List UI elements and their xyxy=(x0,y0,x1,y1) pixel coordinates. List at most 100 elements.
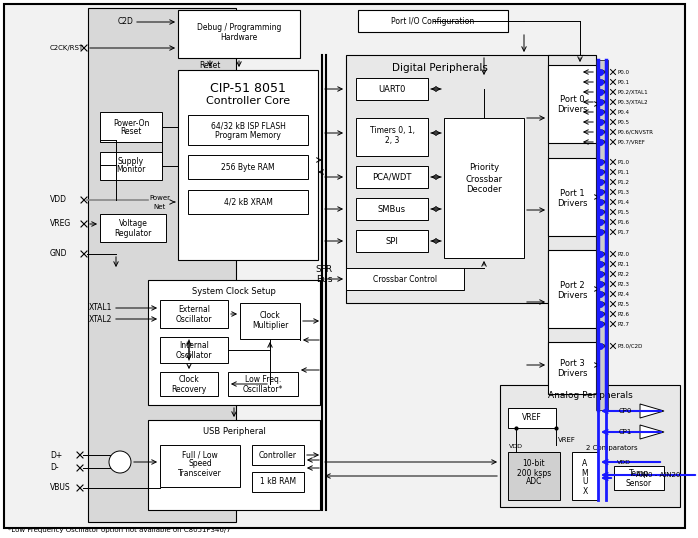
Text: Transceiver: Transceiver xyxy=(178,469,222,478)
Bar xyxy=(100,112,162,142)
Text: Voltage: Voltage xyxy=(119,220,147,229)
Bar xyxy=(178,70,318,260)
Text: 200 ksps: 200 ksps xyxy=(517,469,551,478)
Text: CP1: CP1 xyxy=(618,429,632,435)
Text: Low Freq.: Low Freq. xyxy=(245,376,281,385)
Text: XTAL1: XTAL1 xyxy=(89,303,112,313)
Text: Monitor: Monitor xyxy=(117,166,146,174)
Text: Drivers: Drivers xyxy=(557,370,587,379)
Text: D-: D- xyxy=(50,464,59,472)
Text: Controller: Controller xyxy=(259,450,297,459)
Text: P2.4: P2.4 xyxy=(617,292,629,296)
Text: Full / Low: Full / Low xyxy=(182,450,218,459)
Text: 2, 3: 2, 3 xyxy=(385,137,399,145)
Bar xyxy=(100,214,166,242)
Text: USB Peripheral: USB Peripheral xyxy=(202,428,265,436)
Bar xyxy=(160,337,228,363)
Text: Speed: Speed xyxy=(188,459,212,469)
Text: P2.2: P2.2 xyxy=(617,272,629,277)
Text: P1.6: P1.6 xyxy=(617,220,629,224)
Text: Oscillator: Oscillator xyxy=(176,350,212,359)
Text: P1.2: P1.2 xyxy=(617,180,629,185)
Text: Program Memory: Program Memory xyxy=(215,131,281,140)
Text: CIP-51 8051: CIP-51 8051 xyxy=(210,81,286,95)
Text: GND: GND xyxy=(50,250,68,258)
Text: UART0: UART0 xyxy=(378,84,406,94)
Text: P2.7: P2.7 xyxy=(617,322,629,327)
Bar xyxy=(356,166,428,188)
Polygon shape xyxy=(640,404,664,418)
Text: P2.5: P2.5 xyxy=(617,301,629,307)
Text: P0.5: P0.5 xyxy=(617,119,629,124)
Bar xyxy=(228,372,298,396)
Bar xyxy=(160,445,240,487)
Bar xyxy=(500,385,680,507)
Bar xyxy=(548,342,596,394)
Text: Bus: Bus xyxy=(315,275,332,285)
Text: Recovery: Recovery xyxy=(172,385,207,393)
Text: SMBus: SMBus xyxy=(378,204,406,214)
Text: Crossbar: Crossbar xyxy=(466,174,503,183)
Text: Clock: Clock xyxy=(260,312,281,321)
Text: Sensor: Sensor xyxy=(626,478,652,487)
Text: Debug / Programming: Debug / Programming xyxy=(197,23,281,32)
Text: Internal: Internal xyxy=(179,342,209,350)
Bar xyxy=(548,158,596,236)
Text: P2.1: P2.1 xyxy=(617,261,629,266)
Text: XTAL2: XTAL2 xyxy=(89,315,112,323)
Text: P0.7/VREF: P0.7/VREF xyxy=(617,139,645,145)
Text: P0.3/XTAL2: P0.3/XTAL2 xyxy=(617,100,648,104)
Text: Clock: Clock xyxy=(179,376,200,385)
Bar xyxy=(188,115,308,145)
Bar xyxy=(548,250,596,328)
Bar xyxy=(548,55,596,405)
Text: 256 Byte RAM: 256 Byte RAM xyxy=(221,162,275,172)
Text: Drivers: Drivers xyxy=(557,291,587,300)
Text: Oscillator*: Oscillator* xyxy=(243,385,283,393)
Text: P0.6/CNVSTR: P0.6/CNVSTR xyxy=(617,130,653,134)
Text: Drivers: Drivers xyxy=(557,105,587,115)
Text: Controller Core: Controller Core xyxy=(206,96,290,106)
Polygon shape xyxy=(640,425,664,439)
Bar xyxy=(346,268,464,290)
Text: VBUS: VBUS xyxy=(50,484,70,492)
Text: Power-On: Power-On xyxy=(113,118,149,128)
Bar xyxy=(596,60,608,410)
Bar xyxy=(252,472,304,492)
Bar xyxy=(240,303,300,339)
Bar xyxy=(356,230,428,252)
Text: VREG: VREG xyxy=(50,220,71,229)
Text: VREF: VREF xyxy=(522,414,542,422)
Text: A: A xyxy=(582,459,588,469)
Text: PCA/WDT: PCA/WDT xyxy=(372,173,412,181)
Text: Supply: Supply xyxy=(118,157,144,166)
Text: M: M xyxy=(581,469,588,478)
Bar xyxy=(148,420,320,510)
Bar xyxy=(188,155,308,179)
Text: CP0: CP0 xyxy=(618,408,632,414)
Text: VDD: VDD xyxy=(50,195,67,204)
Bar xyxy=(358,10,508,32)
Text: P1.4: P1.4 xyxy=(617,200,629,204)
Text: Decoder: Decoder xyxy=(466,186,502,195)
Text: P1.7: P1.7 xyxy=(617,230,629,235)
Text: SFR: SFR xyxy=(315,265,332,274)
Text: Power: Power xyxy=(149,195,170,201)
Text: Temp: Temp xyxy=(629,470,649,478)
Bar xyxy=(148,280,320,405)
Text: Port 2: Port 2 xyxy=(560,280,584,289)
Text: Port 3: Port 3 xyxy=(560,359,584,369)
Text: P1.5: P1.5 xyxy=(617,209,629,215)
Text: AIN0 - AIN20: AIN0 - AIN20 xyxy=(636,472,680,478)
Text: Port I/O Configuration: Port I/O Configuration xyxy=(392,17,475,25)
Text: Analog Peripherals: Analog Peripherals xyxy=(548,392,632,400)
Text: Multiplier: Multiplier xyxy=(252,321,288,329)
Text: P1.1: P1.1 xyxy=(617,169,629,174)
Bar xyxy=(100,152,162,180)
Bar xyxy=(572,452,598,500)
Text: Net: Net xyxy=(154,204,166,210)
Text: Drivers: Drivers xyxy=(557,199,587,208)
Bar xyxy=(508,408,556,428)
Text: 1 kB RAM: 1 kB RAM xyxy=(260,478,296,486)
Bar xyxy=(356,198,428,220)
